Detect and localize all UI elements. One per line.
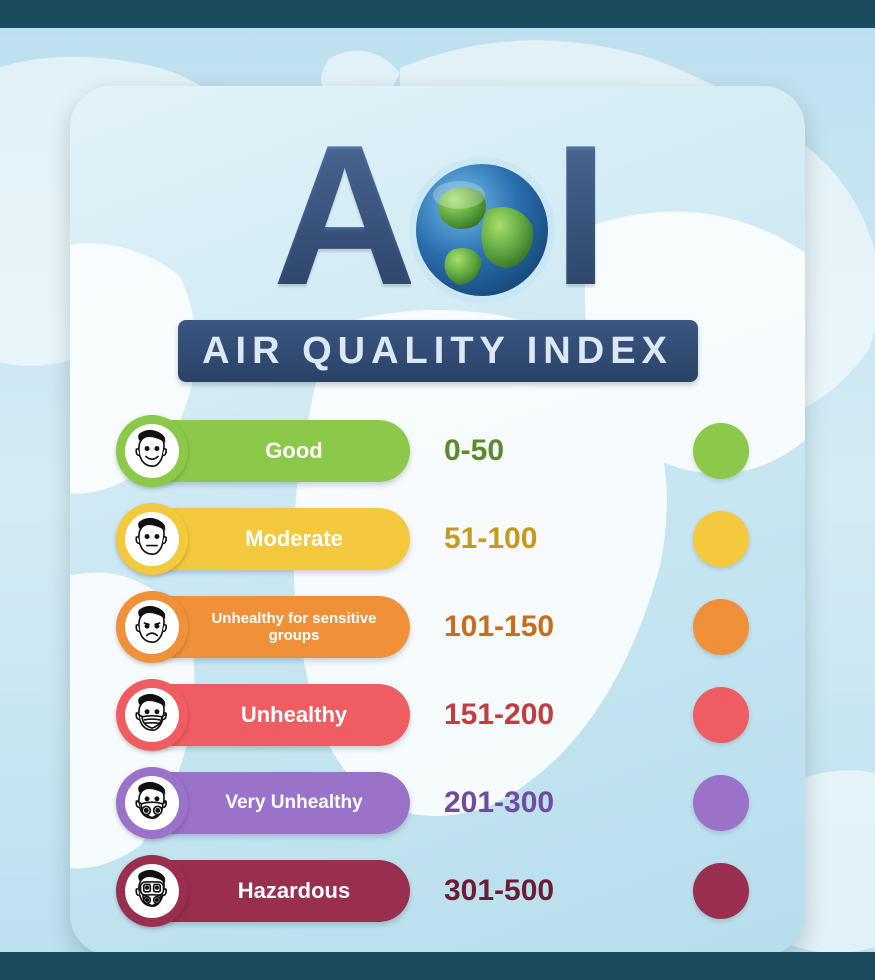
level-range: 151-200	[444, 698, 693, 732]
level-row: Good 0-50	[120, 418, 755, 484]
outer-frame: A	[0, 0, 875, 980]
level-dot	[693, 423, 749, 479]
level-pill: Very Unhealthy	[120, 772, 410, 834]
face-icon	[125, 512, 179, 566]
face-icon-ring	[116, 503, 188, 575]
subtitle-band: AIR QUALITY INDEX	[178, 320, 698, 382]
info-card: A	[70, 86, 805, 952]
level-label: Moderate	[188, 526, 410, 551]
face-icon	[125, 688, 179, 742]
level-label: Good	[188, 438, 410, 463]
logo-letter-i: I	[553, 116, 603, 316]
level-row: Moderate 51-100	[120, 506, 755, 572]
level-pill: Hazardous	[120, 860, 410, 922]
level-pill: Good	[120, 420, 410, 482]
level-row: Unhealthy 151-200	[120, 682, 755, 748]
level-label: Unhealthy for sensitive groups	[188, 610, 410, 645]
level-rows: Good 0-50 Moderate 51-100	[70, 418, 805, 924]
face-icon	[125, 864, 179, 918]
level-dot	[693, 511, 749, 567]
level-pill: Unhealthy for sensitive groups	[120, 596, 410, 658]
level-pill: Unhealthy	[120, 684, 410, 746]
level-dot	[693, 687, 749, 743]
globe-icon	[407, 155, 557, 305]
face-icon	[125, 776, 179, 830]
face-icon	[125, 424, 179, 478]
aqi-logo: A	[272, 116, 602, 316]
level-label: Unhealthy	[188, 702, 410, 727]
level-row: Unhealthy for sensitive groups 101-150	[120, 594, 755, 660]
level-range: 51-100	[444, 522, 693, 556]
face-icon	[125, 600, 179, 654]
level-range: 0-50	[444, 434, 693, 468]
face-icon-ring	[116, 591, 188, 663]
level-range: 201-300	[444, 786, 693, 820]
header: A	[70, 86, 805, 382]
level-row: Hazardous 301-500	[120, 858, 755, 924]
subtitle-text: AIR QUALITY INDEX	[202, 330, 673, 373]
face-icon-ring	[116, 767, 188, 839]
level-row: Very Unhealthy 201-300	[120, 770, 755, 836]
level-pill: Moderate	[120, 508, 410, 570]
level-dot	[693, 863, 749, 919]
level-label: Very Unhealthy	[188, 792, 410, 814]
level-range: 101-150	[444, 610, 693, 644]
face-icon-ring	[116, 679, 188, 751]
level-label: Hazardous	[188, 878, 410, 903]
face-icon-ring	[116, 855, 188, 927]
level-dot	[693, 775, 749, 831]
background: A	[0, 28, 875, 952]
face-icon-ring	[116, 415, 188, 487]
level-dot	[693, 599, 749, 655]
level-range: 301-500	[444, 874, 693, 908]
logo-letter-a: A	[272, 116, 410, 316]
